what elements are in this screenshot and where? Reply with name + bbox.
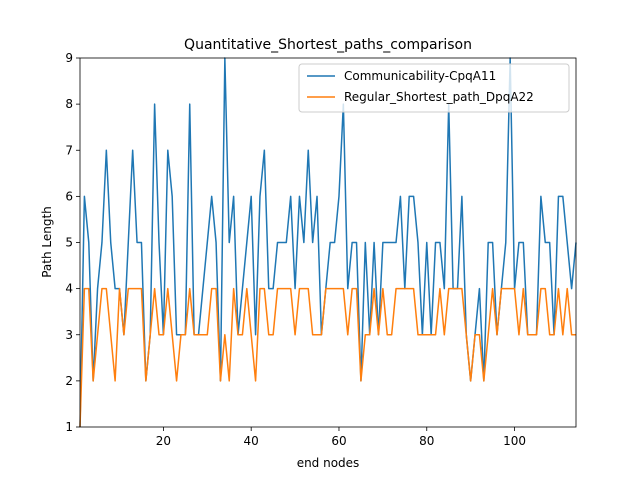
x-axis-label: end nodes [297,456,360,470]
y-tick-label: 1 [65,420,73,434]
x-tick-label: 60 [331,434,346,448]
y-tick-label: 4 [65,282,73,296]
x-tick-label: 40 [244,434,259,448]
chart-title: Quantitative_Shortest_paths_comparison [184,37,472,53]
y-tick-label: 9 [65,51,73,65]
y-axis-label: Path Length [40,206,54,278]
legend-box [298,63,570,113]
x-tick-label: 80 [419,434,434,448]
y-tick-label: 3 [65,328,73,342]
series-line-1 [79,57,577,428]
x-tick-label: 20 [156,434,171,448]
y-tick-label: 6 [65,189,73,203]
y-tick-label: 7 [65,143,73,157]
x-tick-label: 100 [503,434,526,448]
y-tick-label: 5 [65,236,73,250]
y-tick-label: 8 [65,97,73,111]
series-line-2 [79,287,576,428]
y-tick-label: 2 [65,374,73,388]
legend-label-1: Communicability-CpqA11 [344,69,496,83]
legend-label-2: Regular_Shortest_path_DpqA22 [344,90,534,104]
plot-area: 20 40 60 80 100 1 2 3 4 5 6 7 8 9 [65,51,577,448]
legend: Communicability-CpqA11 Regular_Shortest_p… [298,63,570,113]
